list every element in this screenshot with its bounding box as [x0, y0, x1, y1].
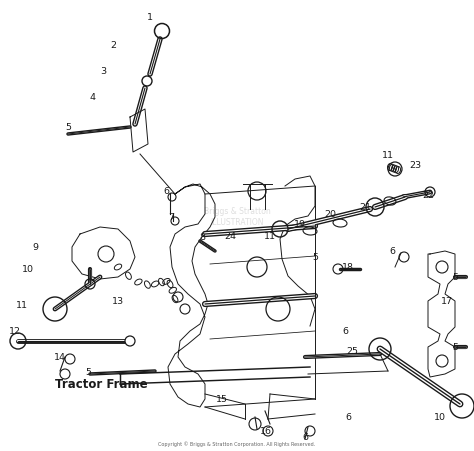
Text: 5: 5	[312, 253, 318, 262]
Text: 5: 5	[452, 343, 458, 352]
Text: 7: 7	[168, 213, 174, 222]
Circle shape	[125, 336, 135, 346]
Text: 13: 13	[112, 297, 124, 306]
Text: 5: 5	[452, 273, 458, 282]
Text: 6: 6	[302, 433, 308, 442]
Text: 10: 10	[22, 265, 34, 274]
Text: 6: 6	[345, 413, 351, 422]
Text: 18: 18	[342, 263, 354, 272]
Text: 6: 6	[389, 247, 395, 256]
Text: 25: 25	[346, 347, 358, 356]
Text: 19: 19	[294, 220, 306, 229]
Text: Tractor Frame: Tractor Frame	[55, 377, 147, 391]
Text: 11: 11	[264, 232, 276, 241]
Text: 17: 17	[441, 297, 453, 306]
Text: 14: 14	[54, 353, 66, 362]
Text: 5: 5	[65, 122, 71, 131]
Text: 6: 6	[342, 327, 348, 336]
Text: 21: 21	[359, 203, 371, 212]
Text: 20: 20	[324, 210, 336, 219]
Text: 10: 10	[434, 413, 446, 422]
Text: 23: 23	[409, 160, 421, 169]
Text: 16: 16	[260, 427, 272, 436]
Text: 8: 8	[199, 233, 205, 242]
Text: 15: 15	[216, 395, 228, 404]
Text: 24: 24	[224, 232, 236, 241]
Text: 12: 12	[9, 327, 21, 336]
Text: 5: 5	[85, 368, 91, 377]
Text: 6: 6	[163, 187, 169, 196]
Text: Copyright © Briggs & Stratton Corporation. All Rights Reserved.: Copyright © Briggs & Stratton Corporatio…	[158, 440, 316, 446]
Text: 11: 11	[16, 300, 28, 309]
Text: 1: 1	[147, 14, 153, 23]
Text: 3: 3	[100, 67, 106, 76]
Text: 9: 9	[32, 243, 38, 252]
Text: 22: 22	[422, 190, 434, 199]
Text: Briggs & Stratton
ILLUSTRATION: Briggs & Stratton ILLUSTRATION	[204, 207, 270, 226]
Text: 11: 11	[382, 150, 394, 159]
Text: 2: 2	[110, 41, 116, 50]
Text: 4: 4	[90, 92, 96, 101]
